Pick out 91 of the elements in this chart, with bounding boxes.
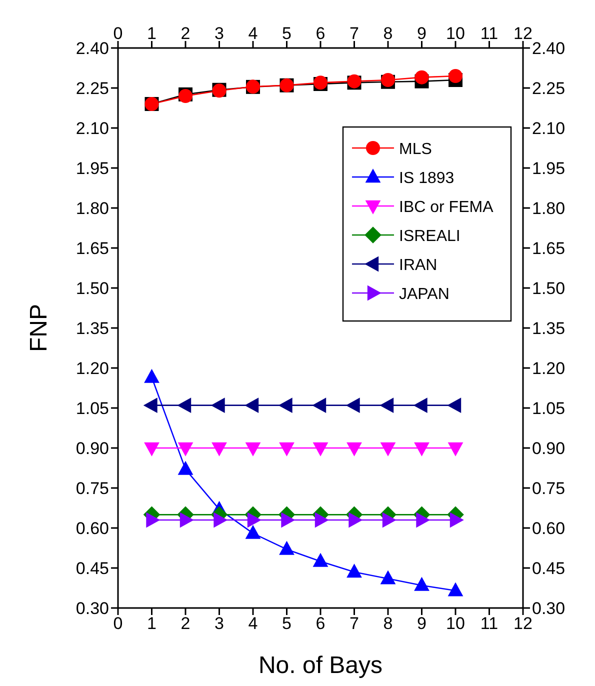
x-tick-label: 5 [282, 614, 292, 634]
y2-tick-label: 0.90 [532, 439, 566, 458]
legend-label: MLS [399, 141, 432, 158]
y-tick-label: 0.60 [76, 519, 109, 538]
y-tick-label: 0.90 [76, 439, 109, 458]
point [380, 442, 396, 456]
x2-tick-label: 1 [147, 24, 156, 43]
x-tick-label: 4 [248, 614, 258, 634]
y-tick-label: 1.95 [76, 159, 109, 178]
x-tick-label: 2 [180, 614, 190, 634]
x2-tick-label: 3 [214, 24, 224, 43]
point [279, 442, 294, 456]
legend-label: IBC or FEMA [399, 199, 494, 216]
point [346, 398, 360, 414]
y2-tick-label: 1.20 [532, 359, 566, 378]
x2-tick-label: 5 [282, 24, 292, 43]
y-tick-label: 0.30 [76, 599, 109, 618]
legend-label: IS 1893 [399, 170, 454, 187]
point [314, 512, 329, 528]
x2-tick-label: 11 [480, 24, 498, 43]
y-tick-label: 0.75 [76, 479, 109, 498]
x-tick-label: 1 [147, 614, 156, 634]
x2-tick-label: 8 [383, 24, 393, 43]
point [180, 512, 194, 528]
y2-tick-label: 0.75 [532, 479, 566, 498]
y2-tick-label: 1.05 [532, 399, 566, 418]
y-tick-label: 2.25 [76, 79, 109, 98]
x2-tick-label: 7 [350, 24, 359, 43]
y2-tick-label: 2.40 [532, 39, 566, 58]
x2-tick-label: 12 [514, 24, 532, 43]
point [382, 512, 396, 528]
y-tick-label: 1.50 [76, 279, 109, 298]
y2-tick-label: 1.80 [532, 199, 566, 218]
x2-tick-label: 6 [316, 24, 326, 43]
legend-label: ISREALI [399, 228, 460, 245]
y-tick-label: 2.10 [76, 119, 109, 138]
point [380, 398, 394, 414]
y-tick-label: 2.40 [76, 39, 109, 58]
point [244, 398, 259, 414]
x-tick-label: 11 [480, 614, 498, 634]
y-tick-label: 1.35 [76, 319, 109, 338]
x2-tick-label: 2 [180, 24, 190, 43]
point [312, 442, 328, 456]
x2-tick-label: 9 [417, 24, 426, 43]
x2-tick-label: 0 [113, 24, 123, 43]
point [178, 442, 194, 456]
y2-tick-label: 2.10 [532, 119, 566, 138]
point [245, 442, 261, 456]
point [447, 398, 462, 414]
point [210, 398, 225, 414]
y2-tick-label: 1.50 [532, 279, 566, 298]
x-tick-label: 12 [514, 614, 532, 634]
y-tick-label: 1.65 [76, 239, 109, 258]
point [414, 70, 429, 84]
y2-tick-label: 2.25 [532, 79, 566, 98]
legend-label: JAPAN [399, 286, 450, 303]
point [143, 398, 158, 414]
y2-tick-label: 0.30 [532, 599, 566, 618]
point [413, 398, 428, 414]
x2-tick-label: 10 [446, 24, 465, 43]
x-tick-label: 6 [316, 614, 326, 634]
point [448, 69, 462, 83]
point [247, 512, 262, 528]
y2-tick-label: 0.60 [532, 519, 566, 538]
legend-label: IRAN [399, 257, 438, 274]
point [177, 398, 192, 414]
x-tick-label: 7 [350, 614, 359, 634]
point [346, 442, 362, 456]
y2-tick-label: 1.35 [532, 319, 566, 338]
point [414, 442, 430, 456]
y2-tick-label: 1.95 [532, 159, 566, 178]
x-tick-label: 3 [214, 614, 224, 634]
y-tick-label: 1.20 [76, 359, 109, 378]
x-tick-label: 10 [446, 614, 465, 634]
point [450, 512, 464, 528]
point [144, 442, 160, 456]
y2-tick-label: 0.45 [532, 559, 566, 578]
x-tick-label: 0 [113, 614, 123, 634]
x2-tick-label: 4 [248, 24, 258, 43]
y2-tick-label: 1.65 [532, 239, 566, 258]
y-tick-label: 1.80 [76, 199, 109, 218]
y-tick-label: 0.45 [76, 559, 109, 578]
point [278, 398, 292, 414]
y-tick-label: 1.05 [76, 399, 109, 418]
x-tick-label: 8 [383, 614, 393, 634]
x-tick-label: 9 [417, 614, 426, 634]
x-axis-title: No. of Bays [258, 652, 383, 680]
y-axis-title: FNP [26, 304, 53, 352]
point [312, 398, 326, 414]
point [212, 442, 227, 456]
point [448, 442, 464, 456]
